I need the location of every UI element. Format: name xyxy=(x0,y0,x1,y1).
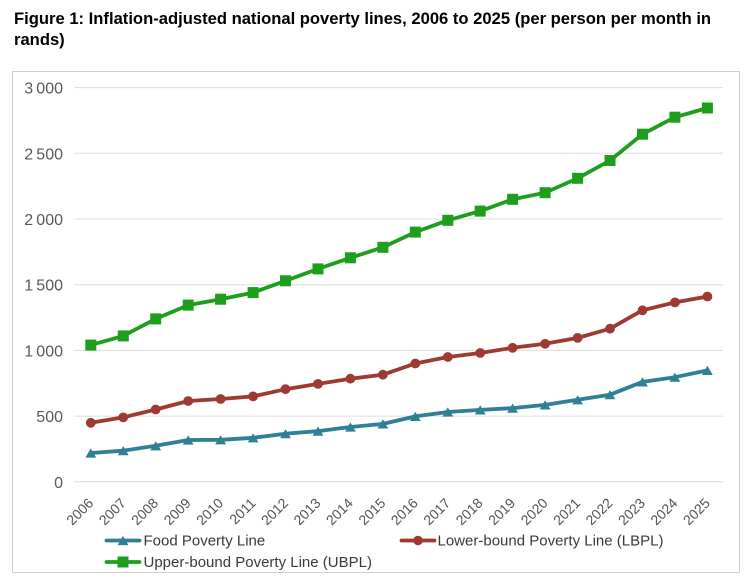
svg-text:1 500: 1 500 xyxy=(24,278,63,295)
svg-text:2 000: 2 000 xyxy=(24,212,63,229)
svg-text:Food Poverty Line: Food Poverty Line xyxy=(144,533,266,550)
svg-text:500: 500 xyxy=(36,409,63,426)
svg-text:Upper-bound Poverty Line (UBPL: Upper-bound Poverty Line (UBPL) xyxy=(144,554,372,571)
svg-text:0: 0 xyxy=(54,475,63,492)
svg-text:2 500: 2 500 xyxy=(24,146,63,163)
svg-text:1 000: 1 000 xyxy=(24,343,63,360)
svg-text:Lower-bound Poverty Line (LBPL: Lower-bound Poverty Line (LBPL) xyxy=(438,533,664,550)
svg-text:3 000: 3 000 xyxy=(24,81,63,98)
